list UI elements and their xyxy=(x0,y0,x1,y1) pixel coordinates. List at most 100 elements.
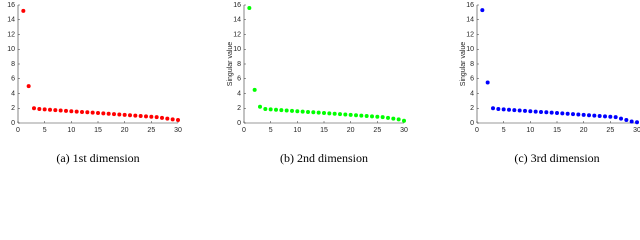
y-tick-label: 16 xyxy=(466,2,474,9)
point xyxy=(263,106,268,111)
y-tick-label: 4 xyxy=(470,90,474,97)
point xyxy=(21,8,26,13)
x-tick-label: 25 xyxy=(606,127,614,134)
x-tick-label: 30 xyxy=(633,127,640,134)
point xyxy=(48,107,52,112)
point xyxy=(613,115,618,120)
y-tick-label: 2 xyxy=(237,105,241,112)
x-tick-label: 15 xyxy=(320,127,328,134)
point xyxy=(576,112,581,117)
caption: (b) 2nd dimension xyxy=(280,151,368,165)
point xyxy=(338,112,342,117)
y-tick-label: 12 xyxy=(466,31,474,38)
y-tick-label: 14 xyxy=(466,17,474,24)
y-tick-label: 8 xyxy=(237,61,241,68)
point xyxy=(375,114,380,119)
y-tick-label: 4 xyxy=(237,90,241,97)
y-tick-label: 0 xyxy=(237,120,241,127)
x-tick-label: 20 xyxy=(580,127,588,134)
point xyxy=(597,113,602,118)
x-tick-label: 10 xyxy=(67,127,75,134)
point xyxy=(154,115,159,120)
point xyxy=(85,110,90,115)
y-tick-label: 6 xyxy=(237,76,241,83)
x-tick-label: 15 xyxy=(94,127,102,134)
point xyxy=(122,112,127,117)
caption: (a) 1st dimension xyxy=(56,151,139,165)
point xyxy=(58,108,63,113)
point xyxy=(80,109,84,114)
point xyxy=(581,112,586,117)
x-tick-label: 10 xyxy=(526,127,534,134)
point xyxy=(138,113,143,118)
x-tick-label: 25 xyxy=(373,127,381,134)
y-tick-label: 2 xyxy=(11,105,15,112)
point xyxy=(402,118,406,123)
point xyxy=(247,5,252,10)
point xyxy=(311,110,316,115)
point xyxy=(528,109,533,114)
point xyxy=(96,111,100,116)
point xyxy=(517,108,522,113)
point xyxy=(144,114,148,119)
y-tick-label: 6 xyxy=(470,76,474,83)
point xyxy=(507,107,511,112)
point xyxy=(635,120,639,125)
point xyxy=(380,115,385,120)
point xyxy=(64,108,68,113)
point xyxy=(90,110,95,115)
point xyxy=(391,116,396,121)
point xyxy=(306,109,310,114)
y-tick-label: 6 xyxy=(11,76,15,83)
point xyxy=(279,108,284,113)
point xyxy=(592,113,597,118)
point xyxy=(571,112,575,117)
point xyxy=(359,113,364,118)
y-tick-label: 14 xyxy=(233,17,241,24)
point xyxy=(165,116,170,121)
y-tick-label: 0 xyxy=(470,120,474,127)
point xyxy=(42,107,47,112)
point xyxy=(74,109,79,114)
x-tick-label: 0 xyxy=(16,127,20,134)
point xyxy=(274,107,278,112)
point xyxy=(327,111,332,116)
y-tick-label: 10 xyxy=(7,46,15,53)
point xyxy=(316,110,321,115)
point xyxy=(523,108,527,113)
point xyxy=(149,114,154,119)
point xyxy=(343,112,348,117)
point xyxy=(69,109,74,114)
point xyxy=(176,118,180,123)
x-tick-label: 0 xyxy=(242,127,246,134)
point xyxy=(512,108,517,113)
point xyxy=(112,112,116,117)
y-tick-label: 2 xyxy=(470,105,474,112)
y-tick-label: 12 xyxy=(7,31,15,38)
y-tick-label: 8 xyxy=(11,61,15,68)
point xyxy=(539,109,543,114)
point xyxy=(300,109,305,114)
y-tick-label: 4 xyxy=(11,90,15,97)
point xyxy=(496,106,501,111)
x-tick-label: 20 xyxy=(347,127,355,134)
point xyxy=(603,114,607,119)
point xyxy=(485,80,490,85)
point xyxy=(491,106,495,111)
y-tick-label: 8 xyxy=(470,61,474,68)
x-tick-label: 20 xyxy=(121,127,129,134)
point xyxy=(587,113,591,118)
point xyxy=(619,116,623,121)
x-tick-label: 30 xyxy=(174,127,182,134)
point xyxy=(629,119,634,124)
point xyxy=(560,111,565,116)
point xyxy=(386,115,390,120)
point xyxy=(160,115,164,120)
x-tick-label: 25 xyxy=(147,127,155,134)
point xyxy=(295,109,300,114)
point xyxy=(26,84,31,89)
point xyxy=(101,111,106,116)
point xyxy=(348,112,353,117)
point xyxy=(396,117,401,122)
